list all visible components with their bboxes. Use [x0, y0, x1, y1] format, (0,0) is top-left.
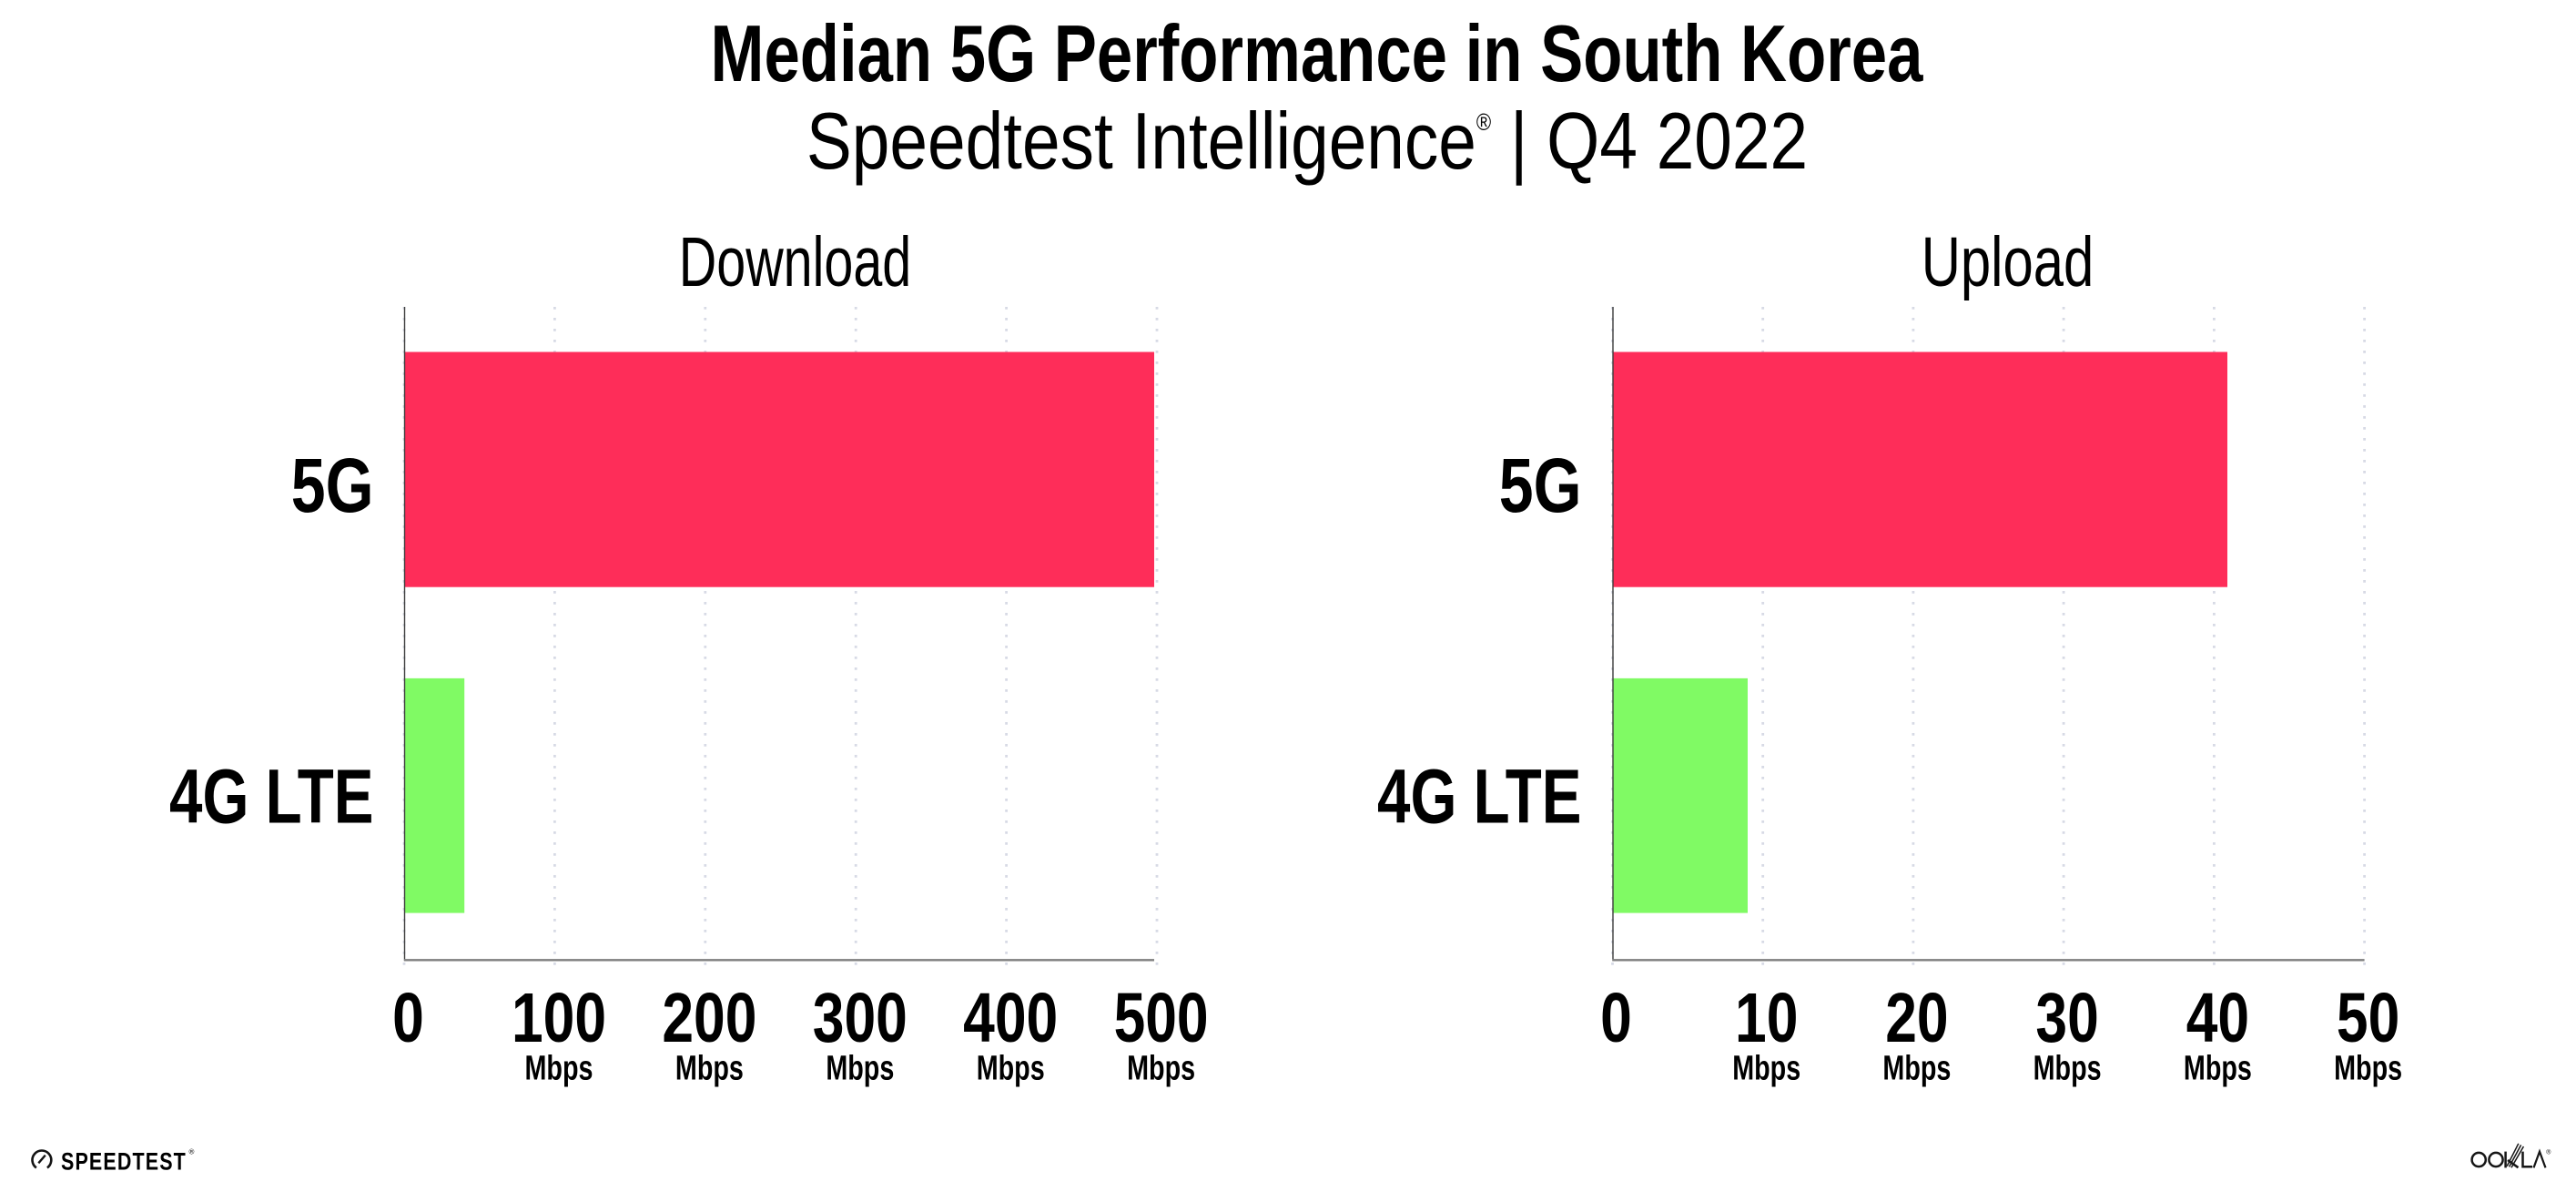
svg-text:Upload: Upload [1922, 223, 2094, 301]
svg-text:100: 100 [512, 979, 606, 1057]
svg-text:Mbps: Mbps [1127, 1050, 1195, 1088]
svg-text:40: 40 [2186, 979, 2249, 1057]
svg-text:Mbps: Mbps [2184, 1050, 2252, 1088]
svg-text:Mbps: Mbps [675, 1050, 744, 1088]
svg-text:0: 0 [1600, 979, 1632, 1057]
svg-text:400: 400 [963, 979, 1058, 1057]
svg-text:5G: 5G [1499, 443, 1582, 528]
svg-text:Median 5G Performance in South: Median 5G Performance in South Korea [711, 9, 1923, 98]
svg-text:10: 10 [1735, 979, 1798, 1057]
svg-text:500: 500 [1114, 979, 1209, 1057]
svg-text:Mbps: Mbps [1882, 1050, 1951, 1088]
svg-text:SPEEDTEST: SPEEDTEST [61, 1148, 187, 1176]
svg-text:Speedtest Intelligence® | Q4 2: Speedtest Intelligence® | Q4 2022 [806, 97, 1808, 186]
svg-text:300: 300 [813, 979, 908, 1057]
svg-text:20: 20 [1885, 979, 1948, 1057]
svg-text:Mbps: Mbps [2334, 1050, 2402, 1088]
svg-text:Download: Download [679, 224, 911, 301]
svg-text:Mbps: Mbps [525, 1050, 593, 1088]
svg-text:®: ® [2546, 1149, 2551, 1156]
svg-text:5G: 5G [291, 443, 374, 528]
svg-text:200: 200 [662, 979, 756, 1057]
svg-text:4G LTE: 4G LTE [1377, 754, 1581, 840]
svg-text:30: 30 [2035, 979, 2098, 1057]
svg-text:50: 50 [2337, 979, 2399, 1057]
svg-text:Mbps: Mbps [826, 1050, 894, 1088]
svg-text:0: 0 [392, 979, 424, 1057]
svg-text:®: ® [189, 1148, 195, 1156]
svg-text:4G LTE: 4G LTE [169, 754, 373, 840]
svg-text:Mbps: Mbps [2033, 1050, 2102, 1088]
svg-text:Mbps: Mbps [1732, 1050, 1800, 1088]
svg-text:Mbps: Mbps [977, 1050, 1045, 1088]
